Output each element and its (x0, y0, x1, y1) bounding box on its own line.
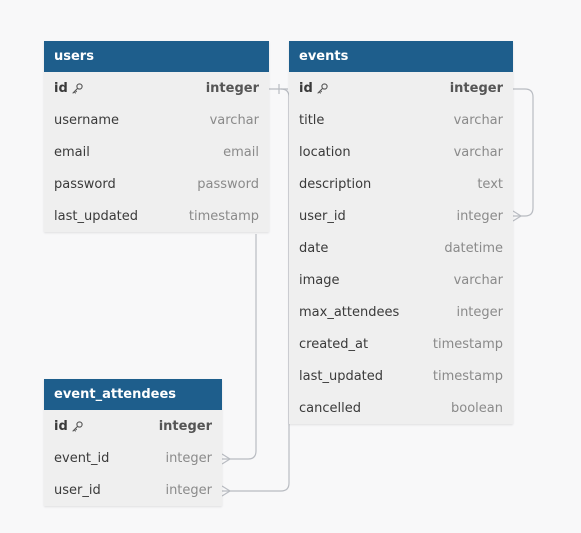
column-type: password (197, 176, 259, 192)
table-row-events-id[interactable]: id integer (289, 72, 513, 104)
column-name: last_updated (299, 369, 383, 384)
table-row-event-attendees-id[interactable]: id integer (44, 410, 222, 442)
table-row-events-cancelled[interactable]: cancelled boolean (289, 392, 513, 424)
table-users[interactable]: users id integer username varchar email email… (44, 41, 269, 232)
table-row-events-image[interactable]: image varchar (289, 264, 513, 296)
table-events[interactable]: events id integer title varchar location varc… (289, 41, 513, 424)
column-name-text: created_at (299, 336, 369, 352)
table-row-users-last-updated[interactable]: last_updated timestamp (44, 200, 269, 232)
table-row-events-last-updated[interactable]: last_updated timestamp (289, 360, 513, 392)
table-row-events-user-id[interactable]: user_id integer (289, 200, 513, 232)
column-name-text: cancelled (299, 400, 361, 416)
column-name-text: title (299, 112, 325, 128)
table-row-events-max-attendees[interactable]: max_attendees integer (289, 296, 513, 328)
table-row-events-title[interactable]: title varchar (289, 104, 513, 136)
column-name-text: user_id (299, 208, 346, 224)
table-header-users[interactable]: users (44, 41, 269, 72)
table-row-events-created-at[interactable]: created_at timestamp (289, 328, 513, 360)
column-name-text: event_id (54, 450, 110, 466)
column-type: varchar (453, 144, 503, 160)
key-icon (72, 420, 83, 432)
table-row-events-description[interactable]: description text (289, 168, 513, 200)
crowfoot-event-attendees-event-id (221, 453, 232, 465)
table-row-event-attendees-event-id[interactable]: event_id integer (44, 442, 222, 474)
table-row-users-id[interactable]: id integer (44, 72, 269, 104)
table-row-events-location[interactable]: location varchar (289, 136, 513, 168)
column-name: description (299, 177, 371, 192)
column-type: timestamp (432, 368, 503, 384)
column-type: varchar (453, 272, 503, 288)
column-name: date (299, 241, 328, 256)
column-name: event_id (54, 451, 109, 466)
table-row-event-attendees-user-id[interactable]: user_id integer (44, 474, 222, 506)
column-type: integer (158, 418, 212, 434)
column-name-text: max_attendees (299, 304, 400, 320)
column-type: timestamp (432, 336, 503, 352)
column-name: created_at (299, 337, 368, 352)
column-name: id (54, 81, 83, 96)
table-rows-event-attendees: id integer event_id integer user_id integer (44, 410, 222, 506)
column-type: integer (165, 482, 212, 498)
column-type: timestamp (188, 208, 259, 224)
column-name: image (299, 273, 340, 288)
table-rows-events: id integer title varchar location varchar desc… (289, 72, 513, 424)
column-type: integer (205, 80, 259, 96)
table-row-users-password[interactable]: password password (44, 168, 269, 200)
column-name: password (54, 177, 116, 192)
table-row-users-email[interactable]: email email (44, 136, 269, 168)
column-type: integer (456, 304, 503, 320)
column-type: boolean (451, 400, 503, 416)
column-name: id (299, 81, 328, 96)
column-type: text (477, 176, 503, 192)
column-name-text: id (54, 80, 68, 96)
column-type: varchar (209, 112, 259, 128)
column-name-text: email (54, 144, 90, 160)
table-header-event-attendees[interactable]: event_attendees (44, 379, 222, 410)
column-type: datetime (444, 240, 503, 256)
column-name: location (299, 145, 351, 160)
connector-event-attendees-event-id-to-events-id (222, 234, 257, 460)
column-name-text: user_id (54, 482, 101, 498)
column-name-text: date (299, 240, 329, 256)
key-icon (317, 82, 328, 94)
column-name: email (54, 145, 90, 160)
column-name: user_id (54, 483, 101, 498)
column-name-text: id (54, 418, 68, 434)
column-name: last_updated (54, 209, 138, 224)
crowfoot-event-attendees-user-id (221, 485, 232, 497)
table-row-events-date[interactable]: date datetime (289, 232, 513, 264)
key-icon (72, 82, 83, 94)
column-name-text: image (299, 272, 340, 288)
column-name: title (299, 113, 324, 128)
column-name: user_id (299, 209, 346, 224)
crowfoot-events-user-id (512, 210, 523, 222)
column-name: max_attendees (299, 305, 399, 320)
table-rows-users: id integer username varchar email email passwo… (44, 72, 269, 232)
column-type: email (223, 144, 259, 160)
column-type: integer (449, 80, 503, 96)
table-row-users-username[interactable]: username varchar (44, 104, 269, 136)
column-name-text: username (54, 112, 119, 128)
column-name-text: password (54, 176, 116, 192)
column-name-text: description (299, 176, 372, 192)
connector-events-user-id-to-users-id (513, 88, 534, 217)
column-type: varchar (453, 112, 503, 128)
column-name: cancelled (299, 401, 361, 416)
column-name: username (54, 113, 119, 128)
column-name-text: last_updated (54, 208, 139, 224)
table-header-events[interactable]: events (289, 41, 513, 72)
column-type: integer (165, 450, 212, 466)
column-name-text: location (299, 144, 351, 160)
table-event-attendees[interactable]: event_attendees id integer event_id integer… (44, 379, 222, 506)
column-type: integer (456, 208, 503, 224)
column-name-text: last_updated (299, 368, 384, 384)
column-name: id (54, 419, 83, 434)
column-name-text: id (299, 80, 313, 96)
